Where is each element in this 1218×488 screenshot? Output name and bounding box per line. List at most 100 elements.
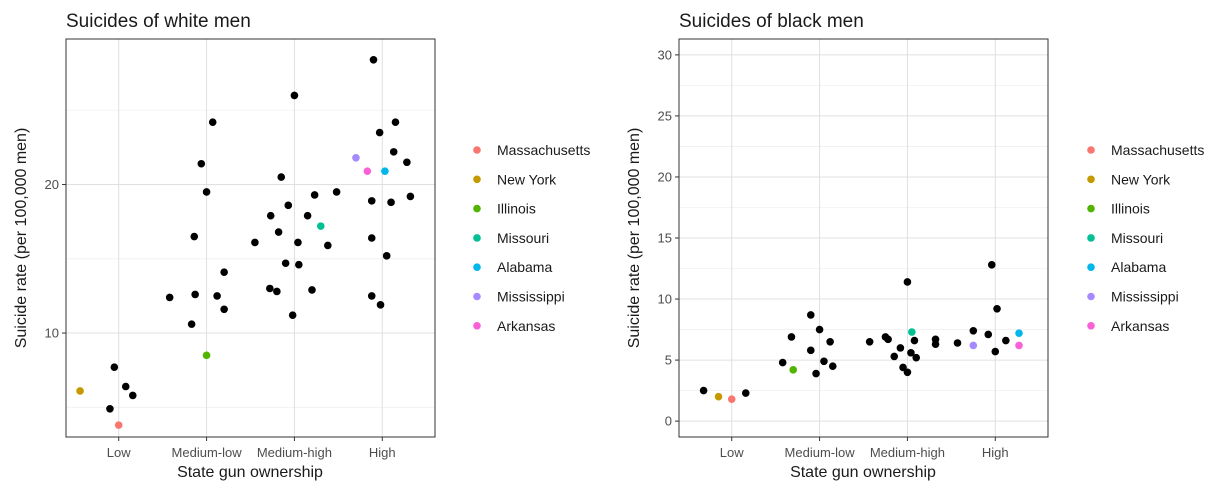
legend-key: [473, 292, 481, 301]
data-point: [274, 228, 283, 236]
data-point: [806, 311, 815, 319]
data-point: [110, 363, 119, 372]
data-point: [288, 311, 297, 320]
data-point-illinois: [202, 351, 211, 360]
legend-label: Missouri: [497, 230, 549, 246]
data-point: [266, 284, 274, 293]
x-tick-label: Low: [720, 445, 744, 460]
data-point: [367, 292, 376, 300]
legend-key: [473, 234, 481, 242]
data-point: [391, 118, 400, 126]
legend-key: [1087, 234, 1095, 242]
y-axis: 10 20: [45, 177, 66, 341]
data-point: [324, 241, 332, 250]
data-point-arkansas: [363, 167, 372, 175]
legend-label: Missouri: [1111, 230, 1163, 246]
data-point: [699, 386, 708, 395]
x-tick-label: Medium-low: [172, 445, 243, 460]
legend-label: Arkansas: [497, 318, 555, 334]
data-point: [187, 320, 196, 328]
chart-title: Suicides of black men: [679, 11, 864, 32]
data-point: [899, 363, 907, 372]
legend-key: [1087, 263, 1095, 272]
legend-key: [473, 263, 481, 272]
data-points: [76, 55, 415, 429]
data-point: [890, 352, 899, 361]
data-point: [991, 347, 1000, 356]
legend-key: [1087, 204, 1095, 213]
data-point: [369, 55, 378, 64]
data-point-massachusetts: [727, 395, 736, 403]
data-point: [778, 358, 787, 367]
data-point: [910, 336, 919, 345]
y-tick-label: 10: [658, 292, 672, 307]
data-point: [787, 333, 796, 341]
data-point-missouri: [316, 222, 325, 230]
data-point: [389, 148, 398, 156]
data-point: [907, 348, 915, 357]
data-point: [128, 391, 137, 400]
legend-key: [473, 146, 481, 154]
data-point: [190, 232, 199, 241]
data-point: [295, 260, 303, 269]
grid: [679, 39, 1048, 437]
y-axis: 0 5 10 15 20 25 30: [658, 47, 679, 429]
x-tick-label: High: [982, 445, 1009, 460]
data-point: [387, 198, 395, 207]
data-point: [969, 326, 978, 335]
y-tick-label: 10: [45, 326, 59, 341]
legend-label: Illinois: [1111, 201, 1150, 217]
grid: [66, 39, 435, 437]
x-axis-label: State gun ownership: [177, 464, 323, 481]
data-point: [865, 337, 874, 346]
data-point: [806, 346, 815, 355]
data-point: [284, 201, 293, 210]
data-point: [820, 357, 828, 366]
x-tick-label: Low: [107, 445, 131, 460]
data-point: [828, 362, 837, 370]
data-point: [208, 118, 217, 126]
data-point: [815, 325, 824, 334]
data-point: [403, 158, 411, 167]
data-point: [367, 197, 376, 205]
legend-label: Massachusetts: [497, 142, 590, 158]
data-point: [903, 368, 912, 377]
legend-label: Alabama: [497, 259, 552, 275]
legend: Massachusetts New York Illinois Missouri Ala…: [473, 142, 590, 334]
legend-label: New York: [497, 171, 557, 187]
data-point: [812, 369, 820, 378]
data-point: [220, 268, 228, 276]
data-point: [884, 335, 892, 344]
chart-black-men: Suicides of black men 0 5 10 15 20 25 30 Low Me…: [626, 11, 1204, 481]
plot-background: [66, 39, 435, 437]
data-point: [290, 91, 299, 100]
data-point: [332, 188, 341, 196]
y-tick-label: 5: [665, 353, 672, 368]
data-point: [251, 238, 259, 247]
x-axis: Low Medium-low Medium-high High: [720, 437, 1009, 460]
data-point: [912, 353, 921, 362]
data-point-alabama: [1015, 329, 1023, 338]
data-point-alabama: [381, 167, 389, 175]
y-tick-label: 20: [45, 177, 59, 192]
chart-title: Suicides of white men: [66, 11, 251, 32]
x-axis: Low Medium-low Medium-high High: [107, 437, 396, 460]
data-point: [896, 344, 905, 352]
data-point: [987, 261, 996, 269]
data-point: [273, 287, 281, 296]
data-point: [303, 211, 312, 220]
data-point: [1002, 336, 1010, 345]
x-tick-label: Medium-low: [785, 445, 856, 460]
data-point: [375, 128, 384, 137]
data-point-missouri: [908, 328, 916, 336]
legend-label: Arkansas: [1111, 318, 1169, 334]
chart-white-men: Suicides of white men 10 20 Low Medium-low…: [13, 11, 590, 481]
legend: Massachusetts New York Illinois Missouri Ala…: [1087, 142, 1204, 334]
y-tick-label: 30: [658, 47, 672, 62]
data-point: [202, 188, 211, 196]
legend-label: Illinois: [497, 201, 536, 217]
data-point: [993, 305, 1001, 313]
data-point: [826, 337, 834, 346]
